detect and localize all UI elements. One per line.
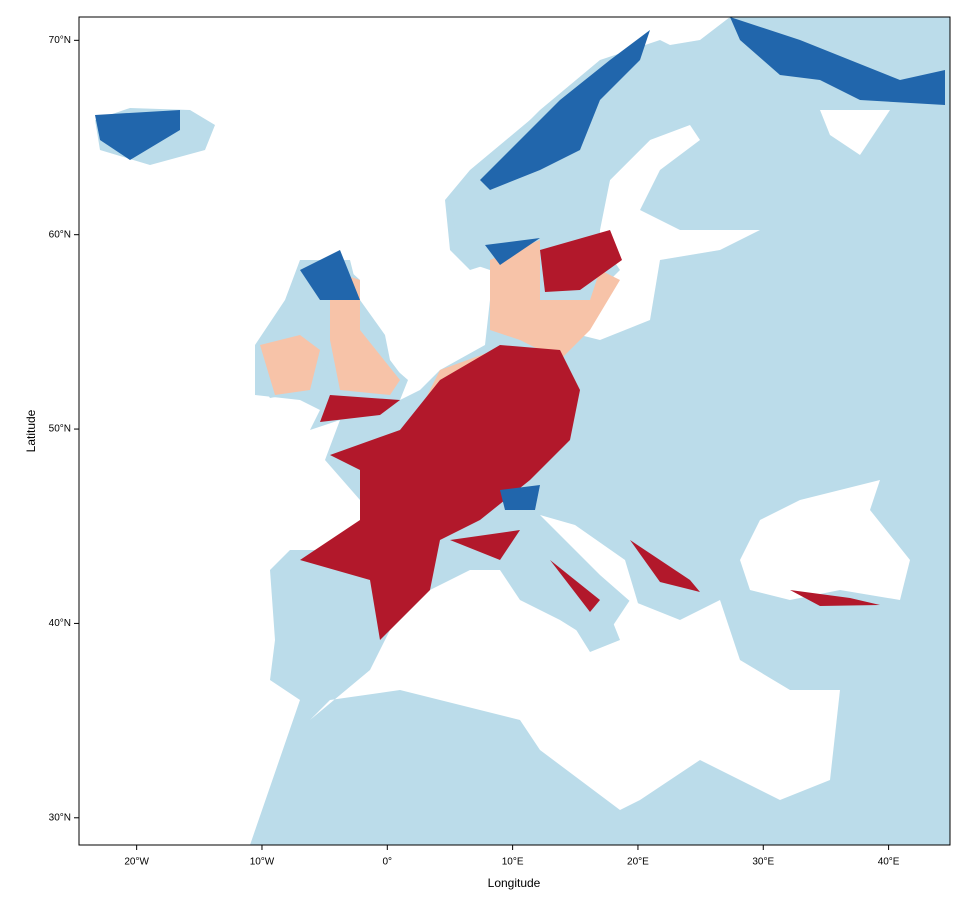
y-tick-label: 70°N	[49, 35, 71, 46]
black-sea	[740, 480, 910, 600]
x-tick-label: 40°E	[878, 857, 900, 868]
x-tick-label: 20°E	[627, 857, 649, 868]
mediterranean	[310, 570, 840, 810]
atlantic	[79, 17, 730, 845]
scandinavia	[450, 40, 700, 270]
low-region	[95, 17, 945, 510]
adriatic	[540, 515, 640, 610]
map-layer	[79, 17, 950, 845]
x-axis-title: Longitude	[488, 876, 541, 890]
x-tick-label: 10°W	[250, 857, 275, 868]
y-axis-title: Latitude	[24, 409, 38, 452]
x-tick-label: 10°E	[502, 857, 524, 868]
x-tick-label: 20°W	[124, 857, 149, 868]
x-tick-label: 0°	[383, 857, 393, 868]
italy	[480, 510, 620, 652]
y-tick-label: 40°N	[49, 618, 71, 629]
high-region	[300, 230, 880, 640]
x-tick-label: 30°E	[752, 857, 774, 868]
plot-frame	[78, 16, 951, 846]
y-tick-label: 60°N	[49, 229, 71, 240]
y-tick-label: 50°N	[49, 424, 71, 435]
white-sea	[820, 110, 890, 155]
y-tick-label: 30°N	[49, 812, 71, 823]
